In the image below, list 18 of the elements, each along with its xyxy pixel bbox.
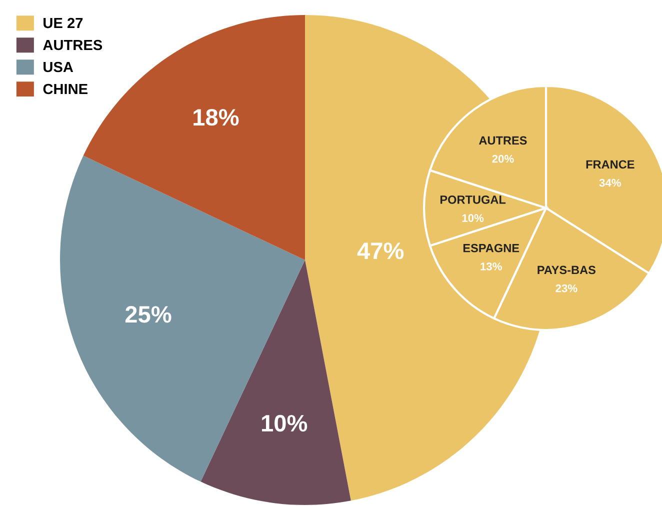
legend-label: AUTRES <box>43 40 102 50</box>
slice-label: ESPAGNE <box>463 244 520 252</box>
data-label: 23% <box>556 284 578 292</box>
legend-label: CHINE <box>43 84 88 94</box>
slice-label: FRANCE <box>586 160 634 169</box>
slice-label: PAYS-BAS <box>538 266 596 274</box>
data-label: 25% <box>125 306 172 323</box>
data-label: 34% <box>599 178 621 187</box>
slice-label: AUTRES <box>479 136 527 145</box>
legend-label: UE 27 <box>44 18 83 28</box>
legend-label: USA <box>44 62 74 72</box>
data-label: 13% <box>480 262 502 270</box>
data-label: 10% <box>262 414 308 432</box>
slice-label: PORTUGAL <box>440 195 506 204</box>
data-label: 18% <box>194 108 239 126</box>
data-label: 47% <box>357 242 404 260</box>
data-label: 20% <box>492 154 514 163</box>
data-label: 10% <box>462 214 484 222</box>
